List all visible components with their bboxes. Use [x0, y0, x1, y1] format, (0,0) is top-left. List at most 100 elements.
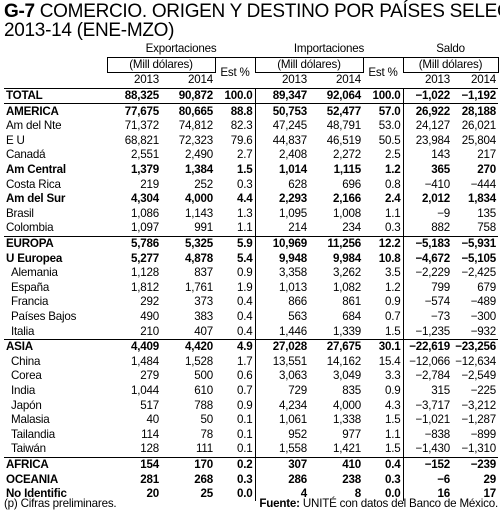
cell-i13: 1,013	[279, 280, 308, 294]
cell-i13: 9,948	[279, 251, 308, 265]
cell-e14: 788	[194, 398, 213, 412]
table-body: TOTAL 88,325 90,872 100.0 89,347 92,064 100.0−…	[4, 88, 499, 502]
cell-s13: −4,672	[415, 251, 451, 265]
cell-e13: 1,086	[130, 206, 159, 220]
cell-eest: 1.3	[215, 206, 256, 222]
table-row: Países Bajos 490 383 0.4 563 684 0.7 −73 −300	[4, 309, 498, 325]
cell-e14: 1,143	[184, 206, 213, 220]
cell-s14: 758	[477, 221, 497, 235]
table-row: China 1,484 1,528 1.7 13,551 14,162 15.4 −12,06…	[4, 354, 498, 370]
cell-eest: 1.9	[215, 280, 256, 296]
header-empty	[4, 42, 107, 57]
table-row: TOTAL 88,325 90,872 100.0 89,347 92,064 100.0−…	[4, 88, 498, 104]
cell-s13: 2,012	[422, 192, 451, 206]
row-label: China	[11, 354, 41, 368]
cell-e13: 77,675	[107, 103, 161, 119]
table-row: Canadá 2,551 2,490 2.7 2,408 2,272 2.5 143 217	[4, 148, 498, 163]
cell-i14: 1,338	[333, 413, 362, 427]
cell-i13: 10,969	[255, 235, 310, 252]
cell-e14: 268	[194, 472, 213, 486]
cell-s13: −152	[403, 456, 453, 473]
cell-eest: 5.9	[215, 235, 256, 252]
cell-s13: 24,127	[415, 119, 451, 133]
header-saldo: Saldo	[403, 42, 499, 58]
cell-s13: 882	[431, 221, 451, 235]
cell-s13: −6	[437, 472, 451, 486]
cell-s14: −239	[452, 456, 499, 473]
header-exportaciones: Exportaciones	[107, 42, 256, 58]
cell-i14: 3,049	[333, 369, 362, 383]
row-label: TOTAL	[6, 89, 43, 103]
table-header: Exportaciones Importaciones Saldo (Mill …	[4, 42, 499, 89]
cell-iest: 10.8	[363, 251, 404, 266]
cell-i14: 3,262	[333, 266, 362, 280]
row-label: Países Bajos	[11, 309, 77, 323]
cell-s13: −73	[430, 309, 451, 323]
cell-s14: −1,287	[461, 413, 497, 427]
cell-s13: −1,021	[415, 413, 451, 427]
cell-e13: 1,044	[130, 383, 159, 397]
cell-e14: 80,665	[161, 103, 215, 119]
cell-eest: 4.4	[215, 191, 256, 207]
cell-i14: 9,984	[333, 251, 362, 265]
cell-i13: 1,558	[279, 442, 308, 456]
year-export-2014: 2014	[188, 73, 213, 87]
cell-s13: 799	[431, 280, 451, 294]
cell-i14: 4,000	[333, 398, 362, 412]
cell-i13: 2,293	[279, 192, 308, 206]
cell-iest: 15.4	[363, 354, 404, 370]
cell-e13: 114	[141, 427, 159, 441]
cell-s14: −5,931	[452, 235, 499, 252]
cell-eest: 0.1	[215, 412, 256, 428]
table-row: No Identific 20 25 0.0 4 8 0.0 16 17	[4, 486, 498, 502]
cell-e13: 5,786	[107, 235, 161, 252]
cell-e14: 2,490	[184, 148, 213, 162]
cell-iest: 1.2	[363, 280, 404, 296]
cell-s14: 26,021	[461, 119, 497, 133]
cell-eest: 0.4	[215, 309, 256, 325]
cell-i13: 27,028	[255, 338, 310, 355]
cell-iest: 50.5	[363, 133, 404, 149]
cell-eest: 4.9	[215, 338, 256, 355]
cell-s14: 270	[477, 163, 497, 177]
cell-e14: 50	[200, 413, 214, 427]
cell-eest: 0.3	[215, 472, 256, 487]
row-label: EUROPA	[4, 235, 107, 252]
cell-i14: 46,519	[326, 133, 362, 147]
cell-s14: −1,310	[461, 442, 497, 456]
cell-e14: 1,384	[184, 163, 213, 177]
row-label: AFRICA	[4, 456, 107, 473]
row-label: Tailandia	[11, 427, 55, 441]
cell-s14: −300	[470, 309, 497, 323]
row-label: Colombia	[6, 221, 54, 235]
cell-iest: 53.0	[363, 118, 404, 134]
row-label: OCEANIA	[6, 472, 59, 486]
cell-iest: 1.2	[363, 162, 404, 178]
cell-s14: −5,105	[461, 251, 497, 265]
source: Fuente: UNITÉ con datos del Banco de Méx…	[259, 497, 498, 510]
cell-i13: 13,551	[272, 354, 308, 368]
cell-e13: 71,372	[124, 119, 159, 133]
cell-s13: −410	[424, 177, 451, 191]
cell-i13: 628	[288, 177, 308, 191]
table-row: Am del Sur 4,304 4,000 4.4 2,293 2,166 2.4 2,01…	[4, 191, 498, 207]
cell-e14: 1,528	[184, 354, 213, 368]
row-label: Costa Rica	[6, 177, 61, 191]
cell-eest: 1.7	[215, 354, 256, 370]
cell-iest: 4.3	[363, 398, 404, 413]
cell-i13: 1,095	[279, 206, 308, 220]
row-label: AMERICA	[4, 103, 107, 119]
cell-s14: 17	[483, 487, 497, 501]
cell-s13: 16	[437, 487, 451, 501]
cell-e14: 5,325	[161, 235, 215, 252]
cell-i13: 47,245	[272, 119, 308, 133]
cell-i14: 684	[342, 309, 362, 323]
header-unit-row: (Mill dólares) Est % (Mill dólares) Est …	[4, 56, 499, 79]
table-row: Malasia 40 50 0.1 1,061 1,338 1.5 −1,021 −1,287	[4, 412, 498, 428]
table-row: E U 68,821 72,323 79.6 44,837 46,519 50.5 23,98…	[4, 133, 498, 149]
year-import-2014: 2014	[336, 73, 362, 87]
cell-e13: 5,277	[130, 251, 159, 265]
table-row: AMERICA 77,675 80,665 88.8 50,753 52,477 57.0 2…	[4, 103, 499, 119]
year-saldo-2013: 2013	[425, 73, 451, 87]
cell-e13: 68,821	[124, 133, 159, 147]
